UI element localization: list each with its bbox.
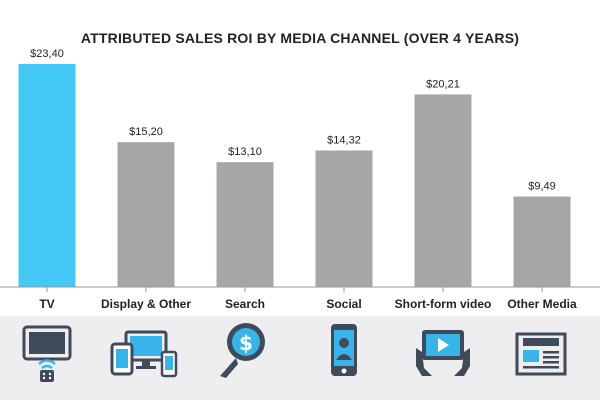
tablet-video-icon [416,330,470,376]
svg-text:$: $ [239,331,253,355]
category-label-2: Search [225,297,265,311]
category-label-4: Short-form video [395,297,492,311]
chart-title: ATTRIBUTED SALES ROI BY MEDIA CHANNEL (O… [80,30,520,46]
value-label-5: $9,49 [528,181,556,193]
tv-remote-icon [22,325,72,382]
search-dollar-icon: $ [220,323,265,378]
value-label-3: $14,32 [327,135,361,147]
bars-layer [18,64,571,288]
value-labels-layer: $23,40 $15,20 $13,10 $14,32 $20,21 $9,49 [30,48,556,193]
value-label-1: $15,20 [129,126,163,138]
newspaper-icon [515,332,567,376]
bar-4 [414,94,472,288]
bar-2 [216,162,274,287]
value-label-2: $13,10 [228,146,262,158]
devices-icon [110,330,178,378]
value-label-0: $23,40 [30,48,64,60]
category-label-1: Display & Other [101,297,191,311]
bar-3 [315,150,373,287]
bar-1 [117,142,175,287]
icon-band: $ [0,316,600,400]
category-label-0: TV [39,297,54,311]
ticks-layer [46,287,543,292]
bar-0 [18,64,76,287]
smartphone-user-icon [331,324,357,376]
category-labels-layer: TV Display & Other Search Social Short-form … [39,297,577,311]
category-label-5: Other Media [507,297,577,311]
bar-5 [513,196,571,287]
value-label-4: $20,21 [426,78,460,90]
category-label-3: Social [326,297,361,311]
